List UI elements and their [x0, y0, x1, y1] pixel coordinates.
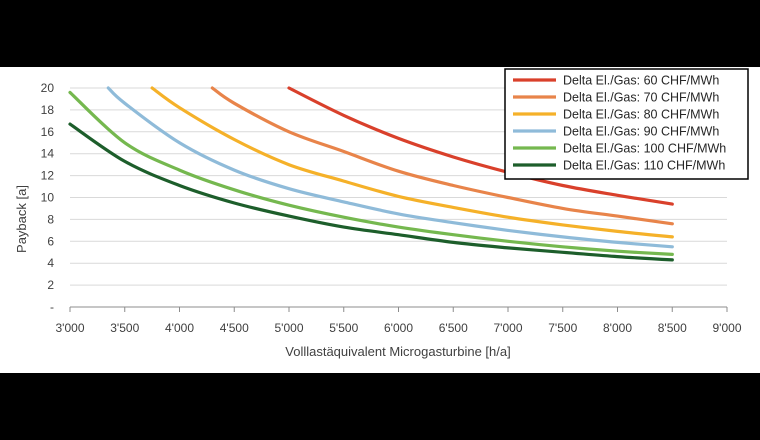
y-tick-label: 20 — [41, 81, 55, 95]
legend-box — [504, 68, 749, 180]
y-tick-label: 8 — [47, 212, 54, 226]
y-tick-label: 4 — [47, 256, 54, 270]
x-tick-label: 7'000 — [494, 321, 523, 335]
x-tick-label: 8'000 — [603, 321, 632, 335]
legend: Delta El./Gas: 60 CHF/MWh Delta El./Gas: … — [504, 68, 749, 180]
x-tick-label: 7'500 — [548, 321, 577, 335]
x-tick-label: 5'000 — [275, 321, 304, 335]
x-tick-label: 6'500 — [439, 321, 468, 335]
series-line-4 — [106, 86, 674, 249]
x-tick-label: 9'000 — [713, 321, 742, 335]
legend-entry-label: Delta El./Gas: 70 CHF/MWh — [563, 91, 719, 105]
legend-entry-label: Delta El./Gas: 110 CHF/MWh — [563, 159, 725, 173]
legend-entry-label: Delta El./Gas: 60 CHF/MWh — [563, 74, 719, 88]
y-tick-label: - — [50, 300, 54, 314]
x-tick-label: 5'500 — [329, 321, 358, 335]
x-tick-label: 4'000 — [165, 321, 194, 335]
y-tick-label: 2 — [47, 278, 54, 292]
axes: - 2 4 6 8 10 12 14 16 18 20 3'000 3'500 4'000 4'500 5'0… — [41, 81, 742, 335]
legend-entry-label: Delta El./Gas: 100 CHF/MWh — [563, 142, 726, 156]
legend-entry-label: Delta El./Gas: 80 CHF/MWh — [563, 108, 719, 122]
legend-entry-label: Delta El./Gas: 90 CHF/MWh — [563, 125, 719, 139]
x-tick-label: 6'000 — [384, 321, 413, 335]
y-tick-label: 18 — [41, 103, 55, 117]
chart-panel: - 2 4 6 8 10 12 14 16 18 20 3'000 3'500 4'000 4'500 5'0… — [0, 67, 760, 373]
y-tick-label: 12 — [41, 169, 55, 183]
x-tick-label: 8'500 — [658, 321, 687, 335]
x-tick-label: 4'500 — [220, 321, 249, 335]
y-axis-title: Payback [a] — [14, 185, 29, 253]
x-tick-label: 3'500 — [110, 321, 139, 335]
x-tick-label: 3'000 — [56, 321, 85, 335]
series-line-6 — [68, 122, 674, 262]
y-tick-label: 16 — [41, 125, 55, 139]
y-tick-label: 14 — [41, 147, 55, 161]
series-line-3 — [150, 86, 674, 239]
y-tick-label: 6 — [47, 234, 54, 248]
series-line-5 — [68, 90, 674, 256]
series-lines — [68, 86, 674, 262]
payback-line-chart: - 2 4 6 8 10 12 14 16 18 20 3'000 3'500 4'000 4'500 5'0… — [14, 68, 749, 359]
x-axis-title: Volllastäquivalent Microgasturbine [h/a] — [285, 344, 510, 359]
series-line-2 — [210, 86, 674, 226]
y-tick-label: 10 — [41, 191, 55, 205]
series-line-1 — [287, 86, 674, 206]
